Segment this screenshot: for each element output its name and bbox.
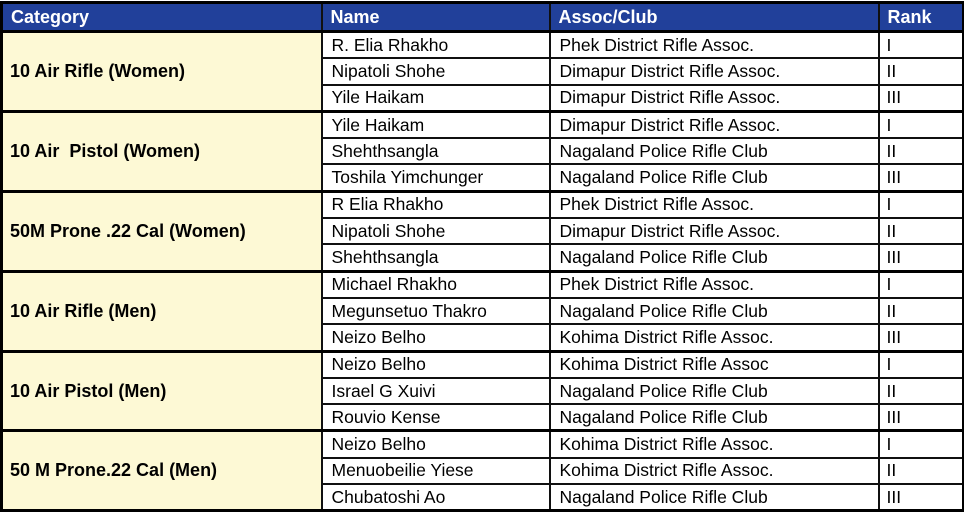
name-cell: Shehthsangla bbox=[320, 137, 551, 166]
category-cell: 10 Air Rifle (Women) bbox=[0, 30, 323, 113]
table-row: Israel G Xuivi Nagaland Police Rifle Clu… bbox=[2, 376, 964, 406]
table-row: Menuobeilie Yiese Kohima District Rifle … bbox=[2, 456, 964, 486]
assoc-cell: Dimapur District Rifle Assoc. bbox=[548, 57, 880, 86]
rank-cell: III bbox=[877, 83, 964, 113]
name-cell: Neizo Belho bbox=[320, 429, 551, 459]
name-cell: R. Elia Rhakho bbox=[320, 30, 551, 60]
assoc-cell: Phek District Rifle Assoc. bbox=[548, 189, 880, 220]
rank-cell: I bbox=[877, 429, 964, 459]
rank-cell: III bbox=[877, 403, 964, 432]
assoc-cell: Dimapur District Rifle Assoc. bbox=[548, 83, 880, 113]
assoc-cell: Phek District Rifle Assoc. bbox=[548, 30, 880, 60]
assoc-cell: Dimapur District Rifle Assoc. bbox=[548, 217, 880, 246]
category-cell: 10 Air Rifle (Men) bbox=[0, 269, 323, 353]
rank-cell: III bbox=[877, 483, 964, 512]
rank-cell: II bbox=[877, 456, 964, 486]
table-row: Shehthsangla Nagaland Police Rifle Club … bbox=[2, 243, 964, 273]
rank-cell: II bbox=[877, 217, 964, 246]
assoc-cell: Nagaland Police Rifle Club bbox=[548, 376, 880, 406]
column-header-category: Category bbox=[0, 1, 323, 33]
table-row: Nipatoli Shohe Dimapur District Rifle As… bbox=[2, 57, 964, 86]
name-cell: Nipatoli Shohe bbox=[320, 217, 551, 246]
table-row: Yile Haikam Dimapur District Rifle Assoc… bbox=[2, 83, 964, 113]
assoc-cell: Nagaland Police Rifle Club bbox=[548, 296, 880, 326]
rank-cell: II bbox=[877, 137, 964, 166]
assoc-cell: Kohima District Rifle Assoc. bbox=[548, 456, 880, 486]
name-cell: Menuobeilie Yiese bbox=[320, 456, 551, 486]
rank-cell: I bbox=[877, 30, 964, 60]
assoc-cell: Nagaland Police Rifle Club bbox=[548, 137, 880, 166]
assoc-cell: Nagaland Police Rifle Club bbox=[548, 403, 880, 432]
rank-cell: III bbox=[877, 243, 964, 273]
column-header-rank: Rank bbox=[877, 1, 964, 33]
table-row: 10 Air Pistol (Women) Yile Haikam Dimapu… bbox=[0, 109, 964, 193]
rank-cell: I bbox=[877, 189, 964, 220]
assoc-cell: Kohima District Rifle Assoc. bbox=[548, 323, 880, 353]
name-cell: Neizo Belho bbox=[320, 323, 551, 353]
table-row: Megunsetuo Thakro Nagaland Police Rifle … bbox=[2, 296, 964, 326]
assoc-cell: Kohima District Rifle Assoc. bbox=[548, 429, 880, 459]
name-cell: Rouvio Kense bbox=[320, 403, 551, 432]
name-cell: Nipatoli Shohe bbox=[320, 57, 551, 86]
assoc-cell: Nagaland Police Rifle Club bbox=[548, 163, 880, 193]
assoc-cell: Phek District Rifle Assoc. bbox=[548, 269, 880, 299]
category-cell: 50 M Prone.22 Cal (Men) bbox=[0, 429, 323, 512]
table-row: Neizo Belho Kohima District Rifle Assoc.… bbox=[2, 323, 964, 353]
assoc-cell: Kohima District Rifle Assoc bbox=[548, 349, 880, 379]
table-row: 10 Air Rifle (Women) R. Elia Rhakho Phek… bbox=[0, 30, 964, 113]
table-row: Chubatoshi Ao Nagaland Police Rifle Club… bbox=[2, 483, 964, 512]
rank-cell: I bbox=[877, 269, 964, 299]
table-body: 10 Air Rifle (Women) R. Elia Rhakho Phek… bbox=[0, 30, 964, 512]
table-row: 50 M Prone.22 Cal (Men) Neizo Belho Kohi… bbox=[0, 429, 964, 512]
name-cell: Chubatoshi Ao bbox=[320, 483, 551, 512]
table-row: 10 Air Pistol (Men) Neizo Belho Kohima D… bbox=[0, 349, 964, 432]
name-cell: Toshila Yimchunger bbox=[320, 163, 551, 193]
table-row: 10 Air Rifle (Men) Michael Rhakho Phek D… bbox=[0, 269, 964, 353]
name-cell: R Elia Rhakho bbox=[320, 189, 551, 220]
category-cell: 10 Air Pistol (Men) bbox=[0, 349, 323, 432]
name-cell: Megunsetuo Thakro bbox=[320, 296, 551, 326]
assoc-cell: Dimapur District Rifle Assoc. bbox=[548, 109, 880, 140]
rank-cell: II bbox=[877, 57, 964, 86]
rank-cell: III bbox=[877, 323, 964, 353]
assoc-cell: Nagaland Police Rifle Club bbox=[548, 243, 880, 273]
header-row: Category Name Assoc/Club Rank bbox=[0, 1, 964, 33]
name-cell: Shehthsangla bbox=[320, 243, 551, 273]
rank-cell: II bbox=[877, 296, 964, 326]
name-cell: Yile Haikam bbox=[320, 109, 551, 140]
table-row: Shehthsangla Nagaland Police Rifle Club … bbox=[2, 137, 964, 166]
rank-cell: I bbox=[877, 349, 964, 379]
table-row: Nipatoli Shohe Dimapur District Rifle As… bbox=[2, 217, 964, 246]
table-row: Toshila Yimchunger Nagaland Police Rifle… bbox=[2, 163, 964, 193]
name-cell: Michael Rhakho bbox=[320, 269, 551, 299]
category-cell: 50M Prone .22 Cal (Women) bbox=[0, 189, 323, 273]
assoc-cell: Nagaland Police Rifle Club bbox=[548, 483, 880, 512]
name-cell: Neizo Belho bbox=[320, 349, 551, 379]
name-cell: Yile Haikam bbox=[320, 83, 551, 113]
column-header-name: Name bbox=[320, 1, 551, 33]
table-row: Rouvio Kense Nagaland Police Rifle Club … bbox=[2, 403, 964, 432]
category-cell: 10 Air Pistol (Women) bbox=[0, 109, 323, 193]
table-row: 50M Prone .22 Cal (Women) R Elia Rhakho … bbox=[0, 189, 964, 273]
name-cell: Israel G Xuivi bbox=[320, 376, 551, 406]
column-header-assoc-club: Assoc/Club bbox=[548, 1, 880, 33]
rank-cell: III bbox=[877, 163, 964, 193]
rank-cell: II bbox=[877, 376, 964, 406]
table-header: Category Name Assoc/Club Rank bbox=[0, 1, 964, 33]
rank-cell: I bbox=[877, 109, 964, 140]
